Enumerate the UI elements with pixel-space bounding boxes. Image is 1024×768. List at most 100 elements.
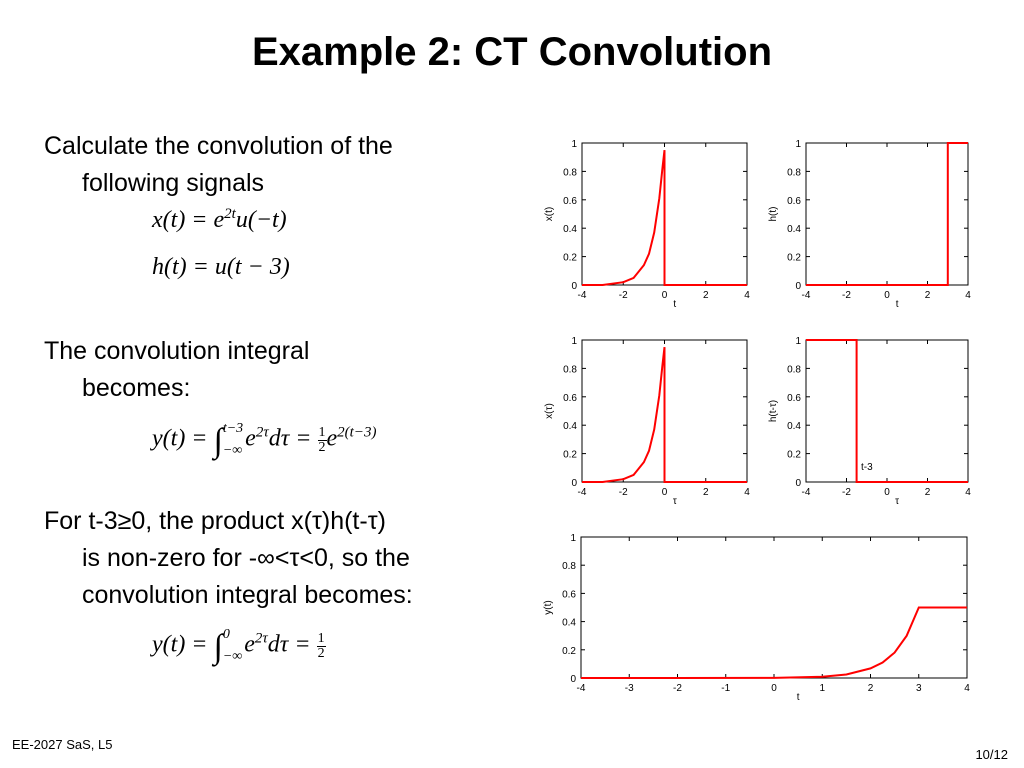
y-tick-label: 0.2 bbox=[562, 646, 576, 657]
integral-lower-limit: −∞ bbox=[222, 443, 243, 458]
paragraph-line: following signals bbox=[82, 169, 265, 197]
x-tick-label: 0 bbox=[771, 683, 777, 694]
equation-text: dτ = bbox=[268, 425, 318, 452]
x-axis-label: τ bbox=[673, 496, 677, 507]
x-tick-label: 2 bbox=[703, 487, 709, 498]
integral-sign-icon: ∫ bbox=[213, 628, 223, 666]
y-tick-label: 1 bbox=[571, 139, 577, 150]
integral-upper-limit: 0 bbox=[222, 627, 230, 642]
paragraph-line: Calculate the convolution of the bbox=[44, 132, 393, 160]
fraction-numerator: 1 bbox=[316, 630, 326, 647]
paragraph-line: becomes: bbox=[82, 374, 191, 402]
equation-text: e bbox=[245, 425, 256, 452]
plot-frame bbox=[580, 536, 968, 679]
x-tick-label: -4 bbox=[578, 487, 587, 498]
x-tick-label: 0 bbox=[662, 290, 668, 301]
y-tick-label: 1 bbox=[571, 336, 577, 347]
y-tick-label: 0 bbox=[570, 674, 576, 685]
y-axis-label: x(t) bbox=[544, 207, 555, 221]
y-tick-label: 1 bbox=[570, 533, 576, 544]
x-axis-label: t bbox=[673, 299, 676, 310]
x-tick-label: 0 bbox=[884, 290, 890, 301]
y-tick-label: 0.8 bbox=[787, 167, 801, 178]
y-tick-label: 1 bbox=[795, 139, 801, 150]
y-tick-label: 0.6 bbox=[563, 393, 577, 404]
equation-text: dτ = bbox=[267, 631, 317, 658]
equation-text: y(t) = bbox=[152, 631, 214, 658]
equation-text: h(t) = u(t − 3) bbox=[152, 254, 290, 280]
x-axis-label: t bbox=[896, 299, 899, 310]
paragraph-integral: The convolution integral becomes: bbox=[44, 333, 309, 407]
equation-text: e bbox=[244, 631, 255, 658]
x-tick-label: 0 bbox=[884, 487, 890, 498]
y-tick-label: 0 bbox=[571, 281, 577, 292]
x-tick-label: 4 bbox=[965, 290, 971, 301]
x-tick-label: -2 bbox=[619, 290, 628, 301]
x-tick-label: -2 bbox=[619, 487, 628, 498]
equation-y-general: y(t) = ∫ t−3 −∞ e2τdτ = 1 2e2(t−3) bbox=[152, 418, 376, 462]
footer-page-number: 10/12 bbox=[975, 747, 1008, 762]
y-tick-label: 0.8 bbox=[562, 561, 576, 572]
paragraph-signals: Calculate the convolution of the followi… bbox=[44, 128, 393, 202]
x-tick-label: -4 bbox=[802, 290, 811, 301]
y-tick-label: 0.4 bbox=[787, 224, 801, 235]
x-tick-label: 4 bbox=[965, 487, 971, 498]
slide-title: Example 2: CT Convolution bbox=[251, 30, 773, 74]
plot-frame bbox=[805, 339, 969, 483]
integral-sign-icon: ∫ bbox=[213, 422, 223, 460]
y-tick-label: 0.8 bbox=[563, 167, 577, 178]
series-line bbox=[806, 339, 968, 483]
footer-course: EE-2027 SaS, L5 bbox=[12, 737, 113, 752]
x-tick-label: 4 bbox=[964, 683, 970, 694]
equation-exponent: 2(t−3) bbox=[337, 424, 377, 441]
x-tick-label: -1 bbox=[721, 683, 730, 694]
x-tick-label: -4 bbox=[802, 487, 811, 498]
equation-exponent: 2τ bbox=[254, 630, 268, 647]
fraction-denominator: 2 bbox=[318, 439, 326, 455]
series-line bbox=[582, 149, 747, 286]
x-tick-label: 2 bbox=[925, 487, 931, 498]
plot-frame bbox=[805, 142, 969, 286]
x-tick-label: -2 bbox=[842, 487, 851, 498]
integral-lower-limit: −∞ bbox=[222, 649, 243, 664]
y-tick-label: 0.4 bbox=[563, 224, 577, 235]
equation-x: x(t) = e2tu(−t) bbox=[152, 206, 287, 234]
y-tick-label: 0.4 bbox=[787, 421, 801, 432]
y-tick-label: 0.6 bbox=[562, 589, 576, 600]
y-tick-label: 0 bbox=[795, 478, 801, 489]
y-axis-label: y(t) bbox=[543, 600, 554, 614]
fraction-denominator: 2 bbox=[317, 645, 325, 661]
equation-text: u(−t) bbox=[235, 207, 287, 233]
x-tick-label: 4 bbox=[744, 487, 750, 498]
x-tick-label: -4 bbox=[578, 290, 587, 301]
y-axis-label: x(τ) bbox=[544, 403, 555, 419]
y-tick-label: 0.4 bbox=[563, 421, 577, 432]
series-line bbox=[806, 142, 968, 286]
x-tick-label: -4 bbox=[577, 683, 586, 694]
x-tick-label: 0 bbox=[662, 487, 668, 498]
series-line bbox=[581, 606, 967, 679]
y-tick-label: 0.8 bbox=[787, 364, 801, 375]
x-tick-label: 3 bbox=[916, 683, 922, 694]
paragraph-line: For t-3≥0, the product x(τ)h(t-τ) bbox=[44, 507, 386, 535]
y-tick-label: 0.2 bbox=[787, 253, 801, 264]
paragraph-line: The convolution integral bbox=[44, 337, 310, 365]
equation-exponent: 2τ bbox=[255, 424, 269, 441]
y-tick-label: 0.6 bbox=[787, 196, 801, 207]
x-tick-label: 1 bbox=[819, 683, 825, 694]
x-tick-label: -3 bbox=[625, 683, 634, 694]
equation-text: x(t) = e bbox=[152, 207, 225, 233]
x-tick-label: 2 bbox=[703, 290, 709, 301]
y-tick-label: 0.4 bbox=[562, 618, 576, 629]
y-tick-label: 1 bbox=[795, 336, 801, 347]
paragraph-line: is non-zero for -∞<τ<0, so the bbox=[82, 544, 410, 572]
y-axis-label: h(t-τ) bbox=[768, 400, 779, 422]
x-tick-label: 2 bbox=[925, 290, 931, 301]
equation-text: e bbox=[326, 425, 338, 452]
equation-text: y(t) = bbox=[152, 425, 214, 452]
y-tick-label: 0.2 bbox=[787, 450, 801, 461]
